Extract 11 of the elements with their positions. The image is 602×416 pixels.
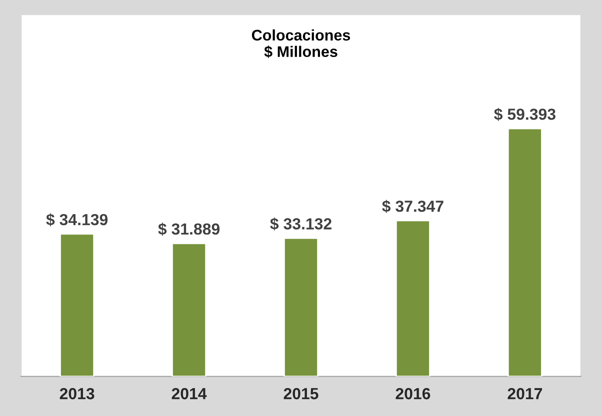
data-label: $ 34.139 xyxy=(46,213,108,226)
x-tick-label: 2017 xyxy=(508,388,542,400)
data-label: $ 37.347 xyxy=(382,200,444,213)
x-tick-label: 2014 xyxy=(172,388,207,400)
data-label: $ 31.889 xyxy=(158,222,220,236)
data-label: $ 33.132 xyxy=(270,217,332,231)
chart-title: Colocaciones $ Millones xyxy=(252,29,350,58)
data-label: $ 59.393 xyxy=(494,108,556,121)
x-tick-label: 2013 xyxy=(60,388,94,400)
x-tick-label: 2015 xyxy=(284,388,318,400)
x-tick-label: 2016 xyxy=(396,388,430,400)
